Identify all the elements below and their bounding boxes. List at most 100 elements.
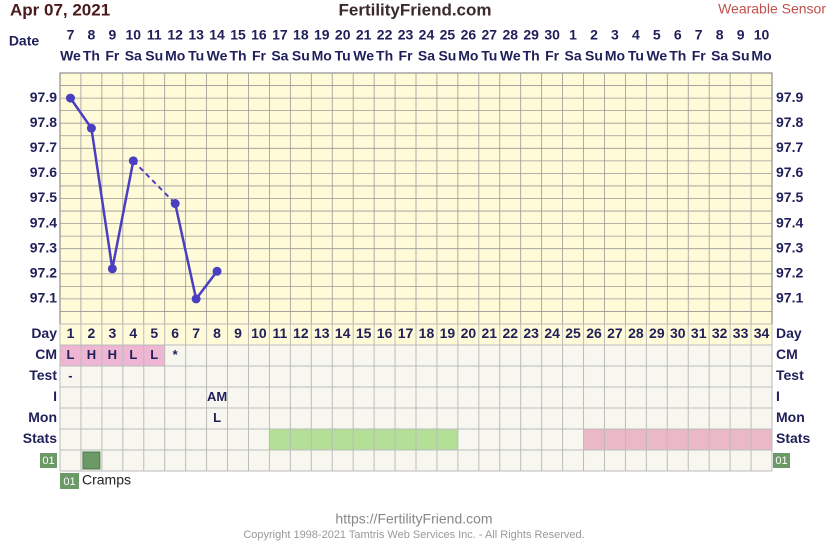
date-label: 20 <box>335 27 351 43</box>
y-tick-label: 97.3 <box>776 239 803 255</box>
day-number: 9 <box>234 325 242 341</box>
row-label: Test <box>776 367 804 383</box>
weekday-label: Tu <box>188 48 204 64</box>
date-label: 25 <box>440 27 456 43</box>
symptom-code-box <box>773 453 790 468</box>
day-number: 8 <box>213 325 221 341</box>
weekday-label: We <box>500 48 521 64</box>
temperature-point <box>191 294 201 304</box>
day-number: 21 <box>482 325 498 341</box>
date-label: 28 <box>502 27 518 43</box>
day-number: 27 <box>607 325 623 341</box>
day-number: 33 <box>733 325 749 341</box>
weekday-label: Tu <box>628 48 644 64</box>
date-label: 2 <box>590 27 598 43</box>
temperature-point <box>128 156 138 166</box>
legend-code: 01 <box>63 476 75 488</box>
weekday-label: Mo <box>312 48 332 64</box>
day-number: 29 <box>649 325 665 341</box>
date-label: 15 <box>230 27 246 43</box>
cell-highlight <box>101 345 123 366</box>
cell-text: H <box>108 347 117 362</box>
day-number: 10 <box>251 325 267 341</box>
chart-date: Apr 07, 2021 <box>10 0 110 19</box>
temperature-point <box>65 93 75 103</box>
weekday-label: Fr <box>692 48 707 64</box>
weekday-label: Su <box>145 48 163 64</box>
temperature-point <box>212 266 222 276</box>
cell-text: L <box>129 347 137 362</box>
day-number: 14 <box>335 325 351 341</box>
row-label: Mon <box>28 409 57 425</box>
y-tick-label: 97.2 <box>30 265 57 281</box>
day-number: 11 <box>272 325 287 341</box>
weekday-label: Tu <box>335 48 351 64</box>
date-label: 14 <box>209 27 225 43</box>
cell-highlight <box>122 345 144 366</box>
row-label: Day <box>31 325 57 341</box>
day-number: 20 <box>461 325 477 341</box>
y-tick-label: 97.9 <box>776 89 803 105</box>
y-tick-label: 97.8 <box>776 114 803 130</box>
row-label: I <box>776 388 780 404</box>
weekday-label: Su <box>292 48 310 64</box>
y-tick-label: 97.5 <box>30 189 57 205</box>
date-label: 13 <box>188 27 204 43</box>
date-label: 5 <box>653 27 661 43</box>
day-number: 25 <box>565 325 581 341</box>
day-number: 3 <box>108 325 116 341</box>
y-tick-label: 97.2 <box>776 265 803 281</box>
row-label: I <box>53 388 57 404</box>
cell-highlight <box>80 345 102 366</box>
day-number: 24 <box>544 325 560 341</box>
gap-connector <box>132 160 176 205</box>
date-label: 21 <box>356 27 372 43</box>
cell-text: H <box>87 347 96 362</box>
temperature-point <box>107 264 117 274</box>
legend-code-box <box>60 473 79 489</box>
weekday-label: Mo <box>165 48 185 64</box>
weekday-label: Fr <box>545 48 560 64</box>
y-tick-label: 97.1 <box>30 290 57 306</box>
date-label: 11 <box>147 27 162 43</box>
day-number: 31 <box>691 325 707 341</box>
y-tick-label: 97.1 <box>776 290 803 306</box>
legend-text: Cramps <box>82 472 131 488</box>
temperature-point <box>170 199 180 209</box>
weekday-label: Sa <box>564 48 581 64</box>
date-label: 9 <box>737 27 745 43</box>
y-tick-label: 97.5 <box>776 189 803 205</box>
weekday-label: We <box>60 48 81 64</box>
site-title: FertilityFriend.com <box>338 0 491 19</box>
day-number: 18 <box>419 325 435 341</box>
weekday-label: Th <box>669 48 686 64</box>
date-label: 8 <box>716 27 724 43</box>
y-tick-label: 97.3 <box>30 239 57 255</box>
date-label: 10 <box>126 27 142 43</box>
day-number: 19 <box>440 325 456 341</box>
cell-text: L <box>213 410 221 425</box>
date-label: 24 <box>419 27 435 43</box>
date-label: 30 <box>544 27 560 43</box>
weekday-label: Th <box>523 48 540 64</box>
date-label: 22 <box>377 27 393 43</box>
weekday-label: Fr <box>399 48 414 64</box>
date-label: 19 <box>314 27 330 43</box>
y-tick-label: 97.7 <box>776 139 803 155</box>
day-number: 30 <box>670 325 686 341</box>
date-label: 26 <box>461 27 477 43</box>
day-number: 23 <box>523 325 539 341</box>
weekday-label: Th <box>376 48 393 64</box>
date-label: 7 <box>695 27 703 43</box>
weekday-label: Mo <box>458 48 478 64</box>
footer-url: https://FertilityFriend.com <box>335 511 492 527</box>
day-number: 15 <box>356 325 372 341</box>
day-number: 34 <box>754 325 770 341</box>
date-label: 8 <box>88 27 96 43</box>
cell-text: L <box>66 347 74 362</box>
day-number: 6 <box>171 325 179 341</box>
day-number: 5 <box>150 325 158 341</box>
weekday-label: We <box>353 48 374 64</box>
temperature-point <box>86 123 96 133</box>
